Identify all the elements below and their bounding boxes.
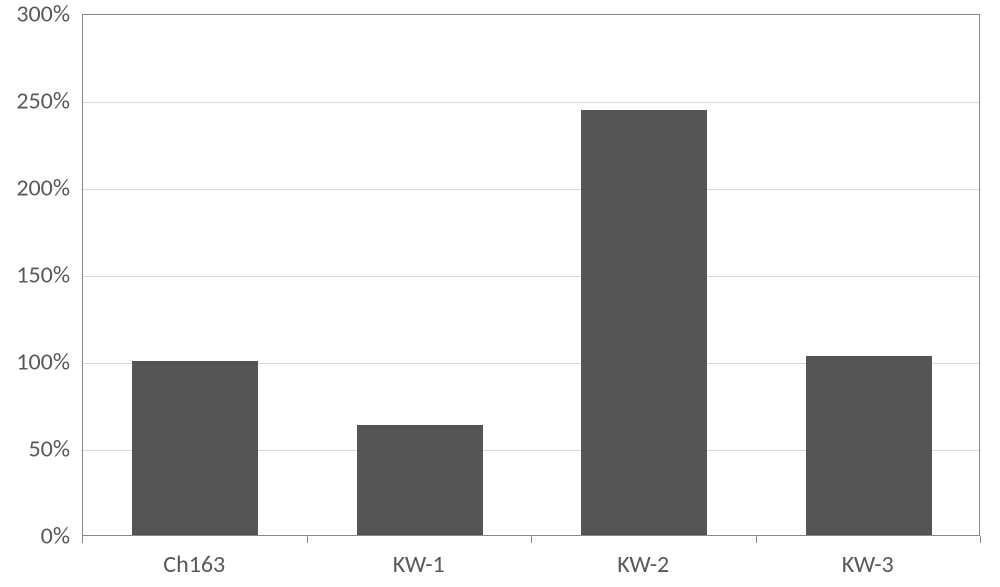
y-tick-label: 50% (0, 435, 70, 464)
bar (357, 425, 483, 535)
bar (132, 361, 258, 535)
y-tick-label: 0% (0, 522, 70, 551)
bar (581, 110, 707, 535)
x-tick-mark (307, 536, 308, 543)
bar (806, 356, 932, 535)
x-tick-mark (756, 536, 757, 543)
x-tick-label: KW-1 (393, 550, 445, 579)
plot-area (82, 14, 980, 536)
y-tick-label: 200% (0, 174, 70, 203)
y-tick-label: 100% (0, 348, 70, 377)
x-tick-label: KW-3 (842, 550, 894, 579)
y-tick-label: 150% (0, 261, 70, 290)
x-tick-mark (531, 536, 532, 543)
x-tick-mark (980, 536, 981, 543)
bar-chart: 0% 50% 100% 150% 200% 250% 300% Ch163 KW-1 KW-2 K… (0, 0, 1000, 587)
x-tick-label: KW-2 (617, 550, 669, 579)
y-tick-label: 250% (0, 87, 70, 116)
y-tick-label: 300% (0, 0, 70, 29)
x-tick-mark (82, 536, 83, 543)
gridline (83, 276, 979, 277)
plot-inner (83, 15, 979, 535)
gridline (83, 189, 979, 190)
gridline (83, 102, 979, 103)
x-tick-label: Ch163 (163, 550, 225, 579)
